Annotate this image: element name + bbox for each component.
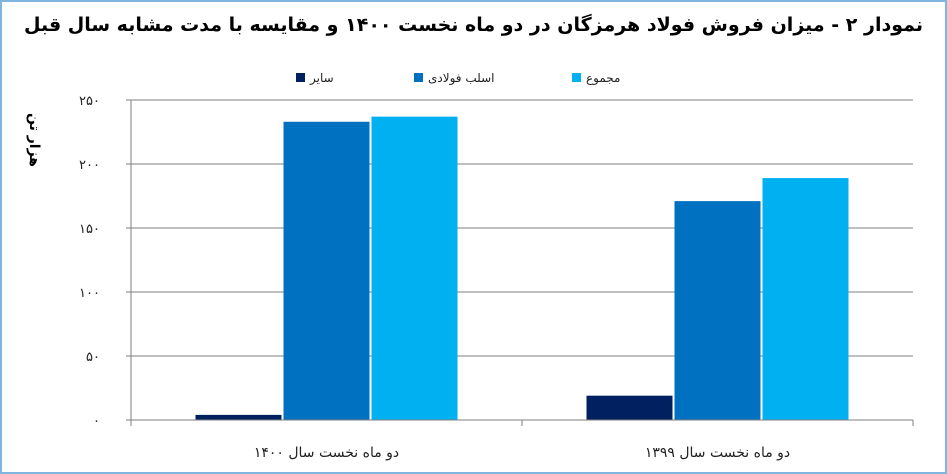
axes	[130, 100, 914, 426]
y-tick-label: ۱۵۰	[79, 222, 100, 237]
y-tick-label: ۲۰۰	[79, 158, 100, 173]
x-category-label: دو ماه نخست سال ۱۴۰۰	[254, 445, 399, 461]
bar	[674, 201, 761, 420]
y-tick-label: ۵۰	[86, 350, 100, 365]
y-tick-label: ۱۰۰	[79, 286, 100, 301]
legend: سایر اسلب فولادی مجموع	[296, 71, 620, 86]
y-tick-label: ۲۵۰	[79, 94, 100, 109]
bars	[195, 116, 849, 420]
bar	[586, 395, 673, 420]
bar	[371, 116, 458, 420]
legend-swatch	[414, 73, 423, 82]
legend-label: اسلب فولادی	[428, 71, 494, 86]
legend-swatch	[572, 73, 581, 82]
x-category-labels: دو ماه نخست سال ۱۴۰۰ دو ماه نخست سال ۱۳۹۹	[254, 445, 790, 461]
x-category-label: دو ماه نخست سال ۱۳۹۹	[645, 445, 790, 461]
y-axis-label: هزار تن	[26, 113, 42, 167]
bar	[762, 178, 849, 420]
legend-label: مجموع	[586, 71, 620, 86]
y-tick-label: ۰	[93, 414, 100, 429]
legend-swatch	[296, 73, 305, 82]
legend-label: سایر	[309, 71, 334, 86]
bar	[283, 121, 370, 420]
bar	[195, 414, 282, 420]
chart-title: نمودار ۲ - میزان فروش فولاد هرمزگان در د…	[23, 14, 923, 36]
y-tick-labels: ۰ ۵۰ ۱۰۰ ۱۵۰ ۲۰۰ ۲۵۰	[79, 94, 100, 429]
